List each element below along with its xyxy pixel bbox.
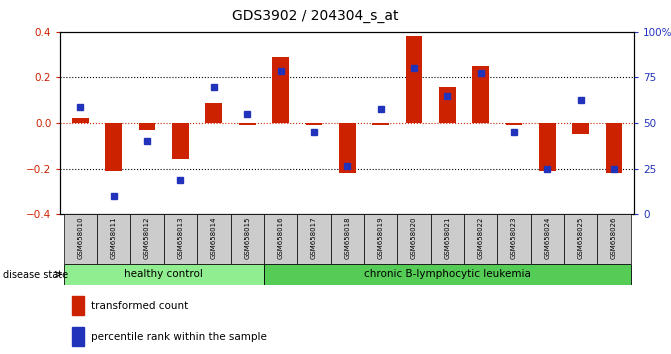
Text: transformed count: transformed count <box>91 301 188 310</box>
Bar <box>564 214 597 264</box>
Bar <box>372 123 389 125</box>
Bar <box>297 214 331 264</box>
Bar <box>139 123 156 130</box>
Bar <box>172 123 189 159</box>
Text: GSM658023: GSM658023 <box>511 217 517 259</box>
Bar <box>431 214 464 264</box>
Text: chronic B-lymphocytic leukemia: chronic B-lymphocytic leukemia <box>364 269 531 279</box>
Bar <box>364 214 397 264</box>
Bar <box>497 214 531 264</box>
Text: GSM658024: GSM658024 <box>544 217 550 259</box>
Text: GSM658016: GSM658016 <box>278 217 284 259</box>
Bar <box>105 123 122 171</box>
Text: GSM658026: GSM658026 <box>611 217 617 259</box>
Text: GSM658019: GSM658019 <box>378 217 384 259</box>
Bar <box>72 327 85 346</box>
Text: GSM658010: GSM658010 <box>77 217 83 259</box>
Bar <box>64 264 264 285</box>
Bar <box>539 123 556 171</box>
Bar <box>231 214 264 264</box>
Text: GSM658025: GSM658025 <box>578 217 584 259</box>
Bar <box>72 296 85 315</box>
Text: disease state: disease state <box>3 270 68 280</box>
Bar <box>197 214 231 264</box>
Bar <box>239 123 256 125</box>
Bar <box>331 214 364 264</box>
Text: GSM658018: GSM658018 <box>344 217 350 259</box>
Text: percentile rank within the sample: percentile rank within the sample <box>91 331 266 342</box>
Bar <box>164 214 197 264</box>
Bar <box>264 264 631 285</box>
Bar <box>264 214 297 264</box>
Text: GSM658021: GSM658021 <box>444 217 450 259</box>
Bar <box>405 36 422 123</box>
Text: GDS3902 / 204304_s_at: GDS3902 / 204304_s_at <box>232 9 399 23</box>
Bar <box>531 214 564 264</box>
Bar <box>64 214 97 264</box>
Bar <box>464 214 497 264</box>
Text: GSM658012: GSM658012 <box>144 217 150 259</box>
Bar <box>305 123 322 125</box>
Bar <box>130 214 164 264</box>
Bar <box>572 123 589 135</box>
Bar <box>472 66 489 123</box>
Text: healthy control: healthy control <box>124 269 203 279</box>
Bar <box>72 119 89 123</box>
Text: GSM658014: GSM658014 <box>211 217 217 259</box>
Bar <box>439 86 456 123</box>
Bar <box>272 57 289 123</box>
Bar <box>606 123 623 173</box>
Bar <box>97 214 130 264</box>
Text: GSM658022: GSM658022 <box>478 217 484 259</box>
Text: GSM658011: GSM658011 <box>111 217 117 259</box>
Text: GSM658020: GSM658020 <box>411 217 417 259</box>
Bar <box>339 123 356 173</box>
Text: GSM658017: GSM658017 <box>311 217 317 259</box>
Bar <box>506 123 522 125</box>
Bar <box>205 103 222 123</box>
Text: GSM658015: GSM658015 <box>244 217 250 259</box>
Text: GSM658013: GSM658013 <box>177 217 183 259</box>
Bar <box>597 214 631 264</box>
Bar <box>397 214 431 264</box>
